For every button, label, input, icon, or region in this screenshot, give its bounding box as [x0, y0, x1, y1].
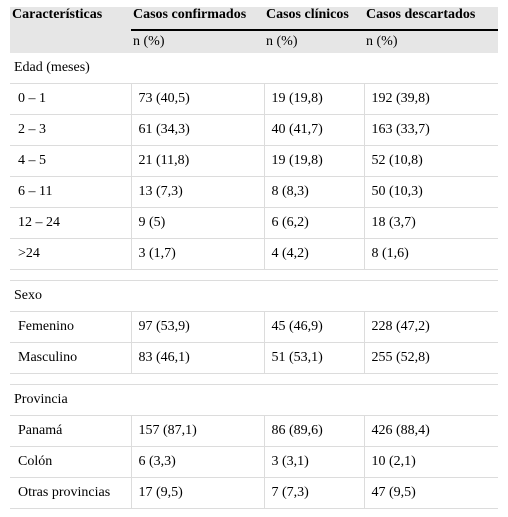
row-label: Panamá	[10, 415, 131, 447]
column-header-confirmed: Casos confirmados	[131, 7, 264, 30]
table-row: 4 – 5 21 (11,8) 19 (19,8) 52 (10,8)	[10, 145, 498, 177]
row-label: Otras provincias	[10, 477, 131, 509]
table-row: Femenino 97 (53,9) 45 (46,9) 228 (47,2)	[10, 311, 498, 343]
value-cell: 51 (53,1)	[263, 342, 364, 374]
row-label: >24	[10, 238, 131, 270]
row-label: Masculino	[10, 342, 131, 374]
section-title: Edad (meses)	[10, 53, 498, 84]
row-label: 12 – 24	[10, 207, 131, 239]
table-row: Masculino 83 (46,1) 51 (53,1) 255 (52,8)	[10, 342, 498, 374]
value-cell: 61 (34,3)	[130, 114, 264, 146]
value-cell: 157 (87,1)	[130, 415, 264, 447]
row-label: Femenino	[10, 311, 131, 343]
units-row: n (%) n (%) n (%)	[10, 29, 498, 53]
spacer-cell	[10, 373, 498, 385]
value-cell: 6 (6,2)	[263, 207, 364, 239]
units-cell-confirmed: n (%)	[131, 29, 264, 53]
value-cell: 19 (19,8)	[263, 83, 364, 115]
value-cell: 52 (10,8)	[363, 145, 498, 177]
table-row: 0 – 1 73 (40,5) 19 (19,8) 192 (39,8)	[10, 83, 498, 115]
value-cell: 228 (47,2)	[363, 311, 498, 343]
value-cell: 18 (3,7)	[363, 207, 498, 239]
value-cell: 8 (8,3)	[263, 176, 364, 208]
row-label: 2 – 3	[10, 114, 131, 146]
value-cell: 9 (5)	[130, 207, 264, 239]
section-row: Provincia	[10, 384, 498, 416]
section-row: Edad (meses)	[10, 53, 498, 84]
table-row: Otras provincias 17 (9,5) 7 (7,3) 47 (9,5)	[10, 477, 498, 509]
value-cell: 73 (40,5)	[130, 83, 264, 115]
value-cell: 83 (46,1)	[130, 342, 264, 374]
units-cell-empty	[10, 30, 131, 53]
row-label: 0 – 1	[10, 83, 131, 115]
table-row: 2 – 3 61 (34,3) 40 (41,7) 163 (33,7)	[10, 114, 498, 146]
row-label: Colón	[10, 446, 131, 478]
value-cell: 97 (53,9)	[130, 311, 264, 343]
value-cell: 6 (3,3)	[130, 446, 264, 478]
section-spacer	[10, 269, 498, 281]
value-cell: 10 (2,1)	[363, 446, 498, 478]
value-cell: 21 (11,8)	[130, 145, 264, 177]
value-cell: 426 (88,4)	[363, 415, 498, 447]
table-row: Colón 6 (3,3) 3 (3,1) 10 (2,1)	[10, 446, 498, 478]
value-cell: 50 (10,3)	[363, 176, 498, 208]
table-row: 12 – 24 9 (5) 6 (6,2) 18 (3,7)	[10, 207, 498, 239]
column-header-discarded: Casos descartados	[364, 7, 498, 30]
value-cell: 7 (7,3)	[263, 477, 364, 509]
value-cell: 47 (9,5)	[363, 477, 498, 509]
units-cell-clinical: n (%)	[264, 29, 364, 53]
row-label: 4 – 5	[10, 145, 131, 177]
column-header-characteristics: Características	[10, 7, 131, 30]
section-row: Sexo	[10, 280, 498, 312]
value-cell: 19 (19,8)	[263, 145, 364, 177]
units-cell-discarded: n (%)	[364, 29, 498, 53]
data-table-container: Características Casos confirmados Casos …	[10, 7, 498, 509]
value-cell: 45 (46,9)	[263, 311, 364, 343]
section-title: Provincia	[10, 384, 498, 416]
row-label: 6 – 11	[10, 176, 131, 208]
value-cell: 192 (39,8)	[363, 83, 498, 115]
value-cell: 255 (52,8)	[363, 342, 498, 374]
value-cell: 8 (1,6)	[363, 238, 498, 270]
value-cell: 3 (3,1)	[263, 446, 364, 478]
value-cell: 3 (1,7)	[130, 238, 264, 270]
spacer-cell	[10, 269, 498, 281]
header-row: Características Casos confirmados Casos …	[10, 7, 498, 30]
section-title: Sexo	[10, 280, 498, 312]
characteristics-table: Características Casos confirmados Casos …	[10, 7, 498, 509]
value-cell: 13 (7,3)	[130, 176, 264, 208]
table-body: Edad (meses) 0 – 1 73 (40,5) 19 (19,8) 192 (…	[10, 53, 498, 509]
table-row: Panamá 157 (87,1) 86 (89,6) 426 (88,4)	[10, 415, 498, 447]
value-cell: 17 (9,5)	[130, 477, 264, 509]
value-cell: 4 (4,2)	[263, 238, 364, 270]
value-cell: 40 (41,7)	[263, 114, 364, 146]
value-cell: 163 (33,7)	[363, 114, 498, 146]
column-header-clinical: Casos clínicos	[264, 7, 364, 30]
table-row: 6 – 11 13 (7,3) 8 (8,3) 50 (10,3)	[10, 176, 498, 208]
section-spacer	[10, 373, 498, 385]
table-row: >24 3 (1,7) 4 (4,2) 8 (1,6)	[10, 238, 498, 270]
value-cell: 86 (89,6)	[263, 415, 364, 447]
